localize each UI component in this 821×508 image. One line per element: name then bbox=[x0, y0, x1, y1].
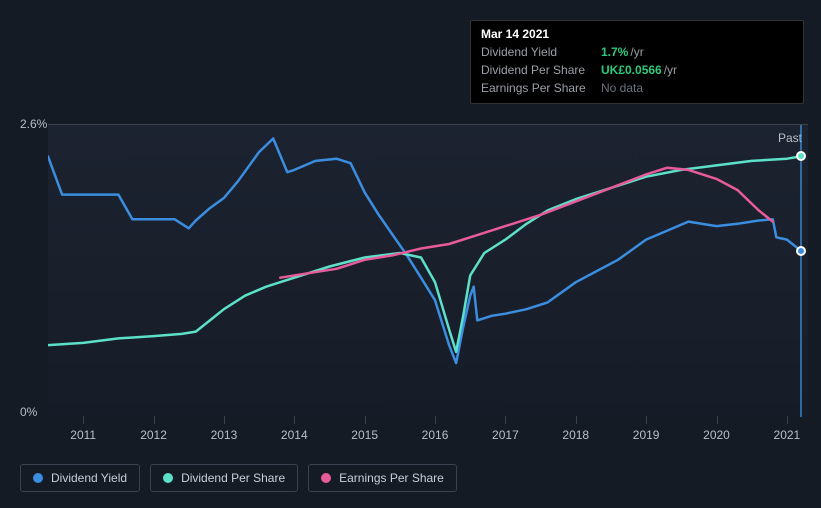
series-line-dividend-yield bbox=[48, 139, 801, 364]
x-axis-tick: 2015 bbox=[351, 428, 378, 442]
x-axis-tick: 2011 bbox=[70, 428, 96, 442]
y-axis-min-label: 0% bbox=[20, 405, 37, 419]
tooltip-metric-unit: /yr bbox=[630, 45, 643, 59]
x-axis-tick: 2019 bbox=[633, 428, 660, 442]
x-axis-tick: 2021 bbox=[774, 428, 801, 442]
x-axis-tick: 2014 bbox=[281, 428, 308, 442]
series-line-dividend-per-share bbox=[48, 156, 801, 352]
tooltip-date: Mar 14 2021 bbox=[481, 27, 793, 41]
x-axis-tick-line bbox=[787, 416, 788, 424]
x-axis-tick-line bbox=[435, 416, 436, 424]
y-axis-max-label: 2.6% bbox=[20, 117, 47, 131]
tooltip-metric-unit: /yr bbox=[664, 63, 677, 77]
x-axis-tick-line bbox=[717, 416, 718, 424]
marker-dot bbox=[796, 246, 806, 256]
legend-item[interactable]: Earnings Per Share bbox=[308, 464, 457, 492]
x-axis-tick-line bbox=[646, 416, 647, 424]
legend-label: Earnings Per Share bbox=[339, 471, 444, 485]
x-axis-tick-line bbox=[294, 416, 295, 424]
legend-dot-icon bbox=[33, 473, 43, 483]
legend-item[interactable]: Dividend Yield bbox=[20, 464, 140, 492]
x-axis-tick-line bbox=[365, 416, 366, 424]
legend-label: Dividend Yield bbox=[51, 471, 127, 485]
legend-label: Dividend Per Share bbox=[181, 471, 285, 485]
chart-marker-line bbox=[800, 125, 802, 417]
x-axis-tick: 2018 bbox=[562, 428, 589, 442]
chart-svg bbox=[48, 125, 808, 417]
marker-dot bbox=[796, 151, 806, 161]
tooltip-metric-value: 1.7% bbox=[601, 45, 628, 59]
legend-item[interactable]: Dividend Per Share bbox=[150, 464, 298, 492]
x-axis-tick: 2012 bbox=[140, 428, 167, 442]
tooltip-row: Earnings Per ShareNo data bbox=[481, 79, 793, 97]
tooltip-metric-label: Earnings Per Share bbox=[481, 81, 601, 95]
x-axis: 2011 2012 2013 2014 2015 2016 2017 2018 2019 2020… bbox=[48, 428, 808, 444]
x-axis-tick-line bbox=[154, 416, 155, 424]
tooltip-row: Dividend Per ShareUK£0.0566 /yr bbox=[481, 61, 793, 79]
legend-dot-icon bbox=[321, 473, 331, 483]
legend: Dividend Yield Dividend Per Share Earnings… bbox=[20, 464, 457, 492]
x-axis-tick-line bbox=[505, 416, 506, 424]
x-axis-tick: 2016 bbox=[422, 428, 449, 442]
chart-tooltip: Mar 14 2021 Dividend Yield1.7% /yrDivide… bbox=[470, 20, 804, 104]
x-axis-tick-line bbox=[576, 416, 577, 424]
legend-dot-icon bbox=[163, 473, 173, 483]
x-axis-tick-line bbox=[83, 416, 84, 424]
tooltip-nodata: No data bbox=[601, 81, 643, 95]
tooltip-metric-label: Dividend Yield bbox=[481, 45, 601, 59]
tooltip-metric-value: UK£0.0566 bbox=[601, 63, 662, 77]
x-axis-tick-line bbox=[224, 416, 225, 424]
tooltip-row: Dividend Yield1.7% /yr bbox=[481, 43, 793, 61]
x-axis-tick: 2013 bbox=[211, 428, 238, 442]
tooltip-metric-label: Dividend Per Share bbox=[481, 63, 601, 77]
chart-plot-area[interactable]: Past bbox=[48, 124, 808, 416]
x-axis-tick: 2020 bbox=[703, 428, 730, 442]
x-axis-tick: 2017 bbox=[492, 428, 519, 442]
